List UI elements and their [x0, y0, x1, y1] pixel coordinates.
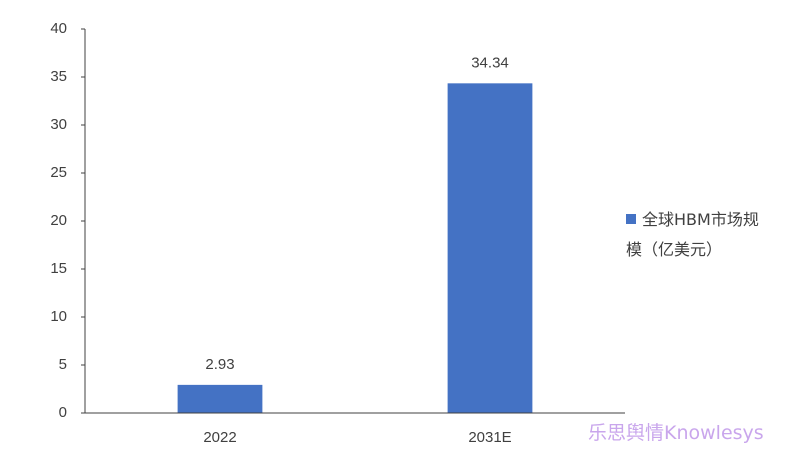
y-tick-label: 40 [50, 20, 67, 37]
x-tick-label: 2031E [468, 429, 511, 446]
y-tick-label: 5 [59, 356, 67, 373]
legend: 全球HBM市场规模（亿美元） [626, 205, 766, 265]
y-tick-label: 25 [50, 164, 67, 181]
y-tick-label: 15 [50, 260, 67, 277]
bar [447, 83, 533, 413]
watermark: 乐思舆情Knowlesys [588, 422, 764, 444]
bar [177, 384, 263, 413]
y-tick-label: 0 [59, 404, 67, 421]
data-label: 34.34 [471, 54, 509, 71]
x-tick-label: 2022 [203, 429, 236, 446]
data-label: 2.93 [205, 356, 234, 373]
y-tick-label: 30 [50, 116, 67, 133]
y-tick-label: 20 [50, 212, 67, 229]
legend-swatch [626, 214, 636, 224]
legend-label: 全球HBM市场规模（亿美元） [626, 210, 759, 259]
y-tick-label: 10 [50, 308, 67, 325]
y-tick-label: 35 [50, 68, 67, 85]
